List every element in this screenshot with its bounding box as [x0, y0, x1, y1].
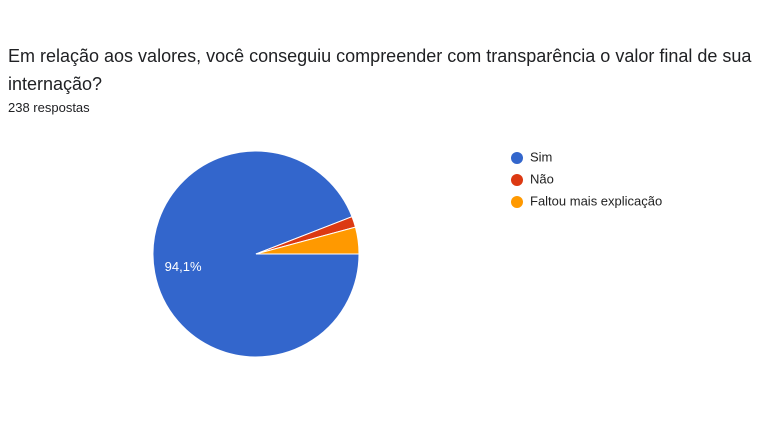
chart-subtitle: 238 respostas	[8, 100, 90, 115]
legend-marker	[511, 196, 523, 208]
legend-label: Faltou mais explicação	[530, 193, 662, 208]
legend-marker	[511, 152, 523, 164]
legend-label: Sim	[530, 149, 552, 164]
pie-slice	[255, 226, 360, 255]
data-label: 94,1%	[165, 259, 202, 274]
legend-label: Não	[530, 171, 554, 186]
legend-marker	[511, 174, 523, 186]
chart-title: Em relação aos valores, você conseguiu c…	[8, 46, 752, 94]
